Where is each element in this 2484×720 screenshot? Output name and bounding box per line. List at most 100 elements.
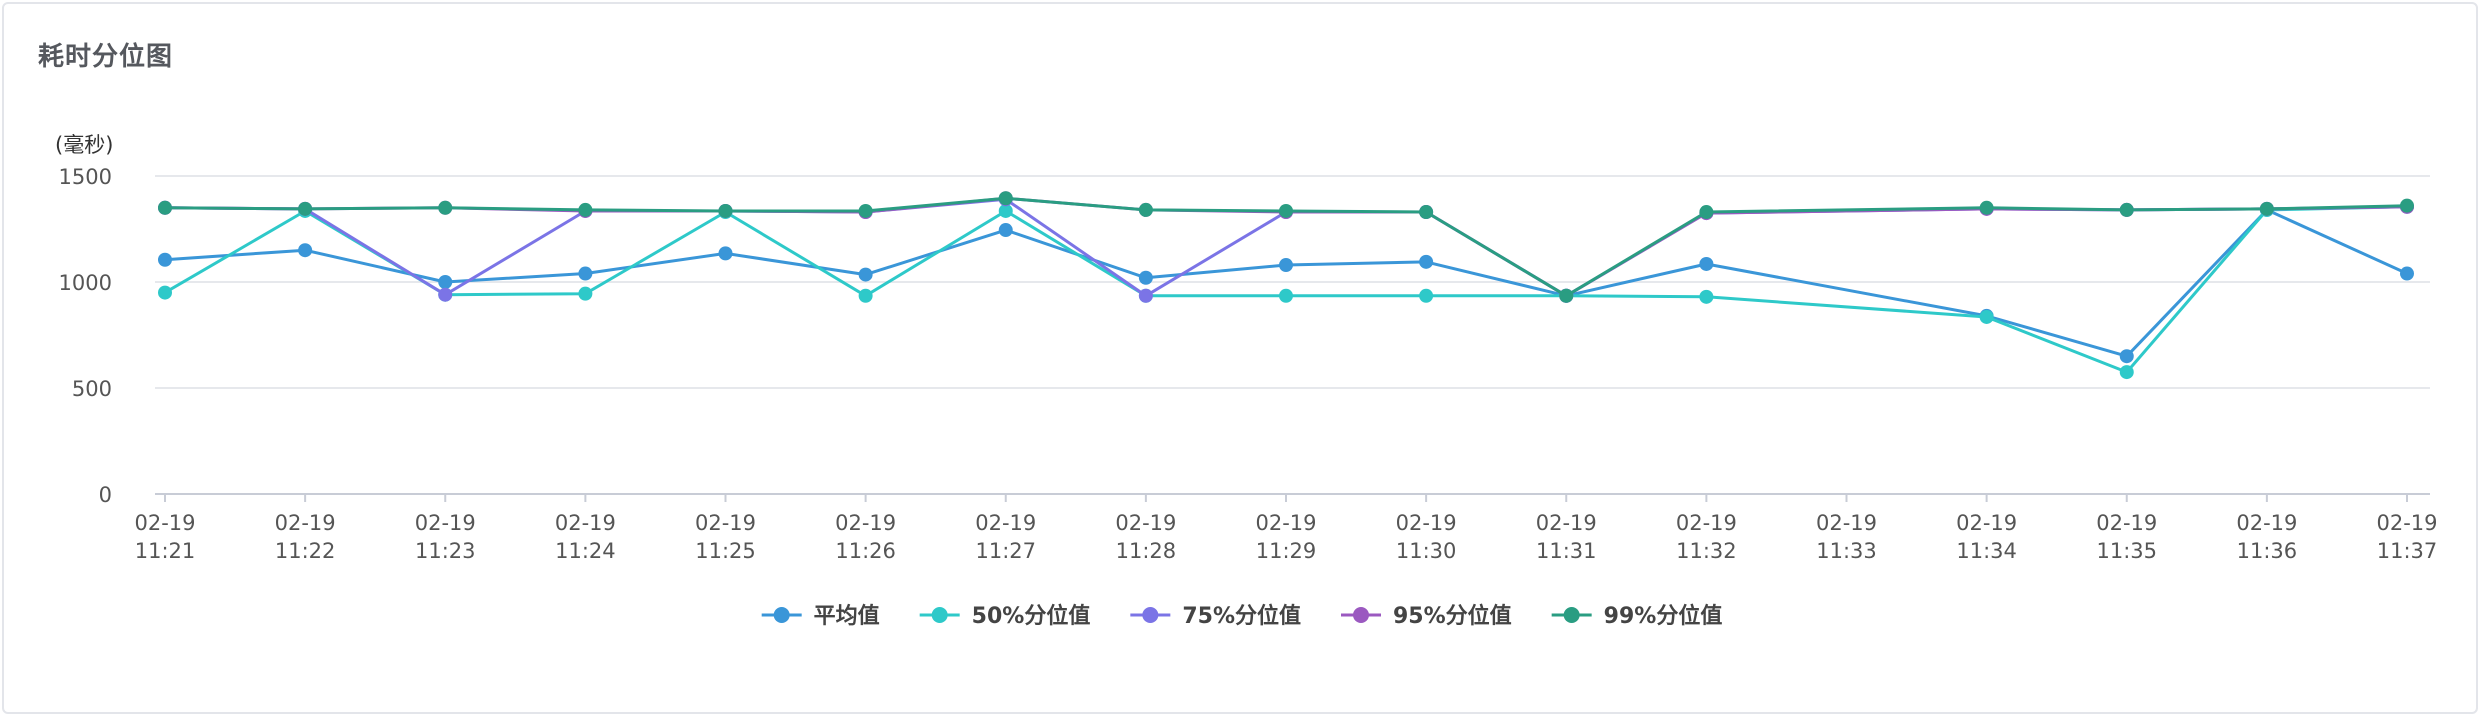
data-point[interactable] bbox=[158, 252, 172, 267]
data-point[interactable] bbox=[2119, 349, 2134, 364]
legend-item[interactable]: 平均值 bbox=[761, 603, 880, 629]
x-tick-time: 11:25 bbox=[695, 539, 756, 563]
legend-label: 平均值 bbox=[814, 603, 880, 629]
x-tick-date: 02-19 bbox=[975, 511, 1036, 535]
x-tick-time: 11:21 bbox=[135, 539, 196, 563]
data-point[interactable] bbox=[158, 200, 172, 215]
data-point[interactable] bbox=[1279, 203, 1293, 218]
x-tick-date: 02-19 bbox=[1396, 511, 1457, 535]
x-tick-date: 02-19 bbox=[1115, 511, 1176, 535]
x-tick-date: 02-19 bbox=[1536, 511, 1597, 535]
legend-item[interactable]: 75%分位值 bbox=[1130, 603, 1301, 629]
legend-item[interactable]: 50%分位值 bbox=[919, 603, 1091, 629]
series-line bbox=[164, 205, 2408, 374]
data-point[interactable] bbox=[1138, 202, 1153, 217]
data-point[interactable] bbox=[858, 267, 873, 282]
x-tick-time: 11:28 bbox=[1116, 539, 1177, 563]
data-point[interactable] bbox=[1279, 288, 1293, 303]
y-tick-label: 500 bbox=[72, 377, 112, 401]
x-tick-time: 11:34 bbox=[1956, 539, 2017, 563]
data-point[interactable] bbox=[2119, 202, 2134, 217]
x-tick-date: 02-19 bbox=[415, 511, 476, 535]
data-point[interactable] bbox=[1699, 289, 1714, 304]
x-tick-date: 02-19 bbox=[555, 511, 616, 535]
legend-label: 99%分位值 bbox=[1604, 603, 1723, 629]
data-point[interactable] bbox=[1419, 288, 1434, 303]
x-tick-time: 11:31 bbox=[1536, 539, 1597, 563]
chart-title: 耗时分位图 bbox=[38, 42, 174, 72]
series-line bbox=[164, 208, 2408, 358]
data-point[interactable] bbox=[438, 200, 453, 215]
legend-marker-icon bbox=[1353, 607, 1370, 623]
data-point[interactable] bbox=[1979, 309, 1994, 324]
series-line bbox=[164, 196, 2408, 298]
series-2 bbox=[158, 199, 2414, 380]
data-point[interactable] bbox=[998, 191, 1013, 206]
data-point[interactable] bbox=[1559, 288, 1574, 303]
x-tick-time: 11:27 bbox=[975, 539, 1036, 563]
legend-item[interactable]: 95%分位值 bbox=[1341, 603, 1512, 629]
data-point[interactable] bbox=[718, 246, 733, 261]
x-tick-time: 11:33 bbox=[1816, 539, 1877, 563]
data-point[interactable] bbox=[1979, 200, 1994, 215]
data-point[interactable] bbox=[2400, 266, 2414, 281]
y-tick-label: 1000 bbox=[59, 271, 112, 295]
data-point[interactable] bbox=[1699, 256, 1714, 271]
data-point[interactable] bbox=[1419, 254, 1434, 269]
x-tick-time: 11:35 bbox=[2096, 539, 2157, 563]
data-point[interactable] bbox=[858, 288, 873, 303]
x-tick-time: 11:24 bbox=[555, 539, 616, 563]
legend-marker-icon bbox=[1142, 607, 1159, 623]
legend-marker-icon bbox=[931, 607, 948, 623]
data-point[interactable] bbox=[1419, 205, 1434, 220]
x-tick-date: 02-19 bbox=[695, 511, 756, 535]
series-5 bbox=[158, 191, 2414, 303]
data-point[interactable] bbox=[1699, 205, 1714, 220]
y-tick-label: 0 bbox=[99, 483, 112, 507]
data-point[interactable] bbox=[438, 287, 453, 302]
legend-label: 50%分位值 bbox=[972, 603, 1091, 629]
x-tick-date: 02-19 bbox=[1676, 511, 1737, 535]
x-tick-time: 11:32 bbox=[1676, 539, 1737, 563]
x-tick-date: 02-19 bbox=[275, 511, 336, 535]
data-point[interactable] bbox=[298, 243, 313, 258]
x-tick-date: 02-19 bbox=[134, 511, 195, 535]
x-tick-date: 02-19 bbox=[1956, 511, 2017, 535]
data-point[interactable] bbox=[298, 201, 313, 216]
data-point[interactable] bbox=[578, 202, 593, 217]
data-point[interactable] bbox=[998, 203, 1013, 218]
data-point[interactable] bbox=[1138, 270, 1153, 285]
legend-label: 75%分位值 bbox=[1182, 603, 1301, 629]
legend-item[interactable]: 99%分位值 bbox=[1551, 603, 1723, 629]
x-tick-date: 02-19 bbox=[835, 511, 896, 535]
series-1 bbox=[158, 202, 2414, 364]
x-tick-date: 02-19 bbox=[1816, 511, 1877, 535]
data-point[interactable] bbox=[2259, 201, 2274, 216]
data-point[interactable] bbox=[2119, 365, 2134, 380]
x-tick-time: 11:23 bbox=[415, 539, 476, 563]
x-tick-date: 02-19 bbox=[2096, 511, 2157, 535]
x-tick-date: 02-19 bbox=[2376, 511, 2437, 535]
data-point[interactable] bbox=[438, 275, 453, 289]
data-point[interactable] bbox=[858, 203, 873, 218]
x-tick-date: 02-19 bbox=[1255, 511, 1316, 535]
data-point[interactable] bbox=[158, 285, 172, 300]
x-tick-time: 11:22 bbox=[275, 539, 336, 563]
data-point[interactable] bbox=[1138, 288, 1153, 303]
x-tick-time: 11:37 bbox=[2377, 539, 2438, 563]
data-point[interactable] bbox=[1279, 258, 1293, 273]
data-point[interactable] bbox=[998, 223, 1013, 238]
data-point[interactable] bbox=[578, 286, 593, 301]
x-tick-time: 11:29 bbox=[1256, 539, 1317, 563]
y-axis-unit-label: (毫秒) bbox=[55, 133, 113, 157]
x-tick-time: 11:26 bbox=[835, 539, 896, 563]
data-point[interactable] bbox=[2400, 198, 2414, 213]
x-tick-date: 02-19 bbox=[2236, 511, 2297, 535]
data-point[interactable] bbox=[718, 203, 733, 218]
legend-marker-icon bbox=[773, 607, 790, 623]
data-point[interactable] bbox=[578, 266, 593, 281]
x-tick-time: 11:36 bbox=[2237, 539, 2298, 563]
y-tick-label: 1500 bbox=[59, 165, 112, 189]
